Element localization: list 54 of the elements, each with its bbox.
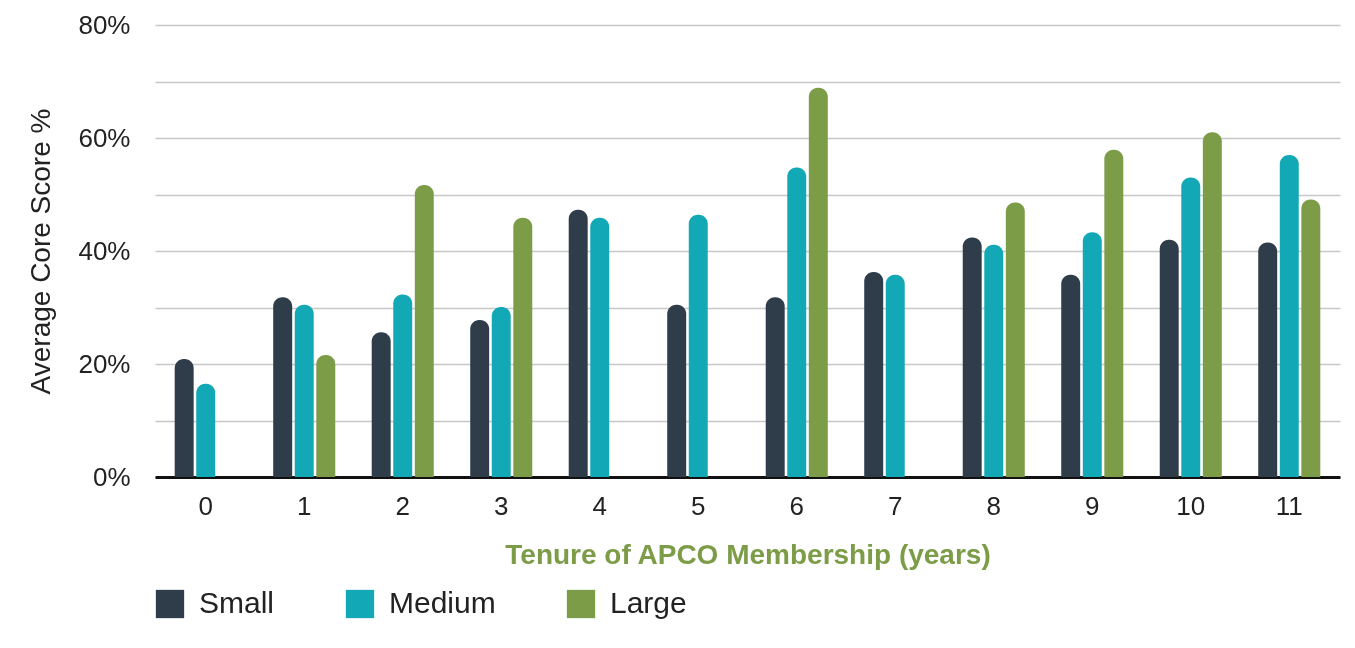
x-tick-label: 3 [494,490,509,521]
bar [688,214,708,477]
bar [667,304,687,477]
y-axis-title: Average Core Score % [25,108,57,395]
bar [174,358,194,477]
bar [1104,149,1124,477]
x-axis-title: Tenure of APCO Membership (years) [505,538,991,570]
bar [568,209,588,477]
bar [1181,177,1201,477]
y-tick-label: 0% [92,461,131,492]
bar [491,306,511,477]
bar [196,383,216,477]
bar [1202,132,1222,477]
x-tick-label: 2 [395,490,410,521]
bar [294,304,314,477]
x-tick-label: 6 [789,490,804,521]
bar [1005,202,1025,477]
bar [273,297,293,477]
bar [808,87,828,477]
x-tick-label: 9 [1085,490,1100,521]
legend-label: Medium [389,586,496,619]
bar [984,244,1004,477]
bar [371,332,391,477]
bar [962,237,982,477]
bar [765,297,785,477]
legend-label: Small [199,586,275,619]
bar [787,167,807,477]
bar [316,354,336,477]
x-tick-label: 5 [691,490,706,521]
bar [513,217,533,477]
bar [1301,199,1321,477]
y-tick-label: 80% [78,9,131,40]
bar [1258,242,1278,477]
legend-label: Large [610,586,687,619]
bar [1279,154,1299,477]
y-tick-label: 20% [78,348,131,379]
bar [470,319,490,477]
bar [414,184,434,477]
x-tick-label: 0 [198,490,213,521]
x-tick-label: 11 [1275,490,1303,521]
x-tick-label: 7 [888,490,903,521]
x-tick-label: 8 [986,490,1001,521]
bar [1082,232,1102,477]
bar [393,294,413,477]
bar [1159,239,1179,477]
bar [864,271,884,477]
x-tick-label: 1 [297,490,312,521]
bar [1061,274,1081,477]
bar [590,217,610,477]
x-tick-label: 4 [592,490,607,521]
y-tick-label: 40% [78,235,131,266]
x-tick-label: 10 [1176,490,1206,521]
y-tick-label: 60% [78,122,131,153]
bar [885,274,905,477]
